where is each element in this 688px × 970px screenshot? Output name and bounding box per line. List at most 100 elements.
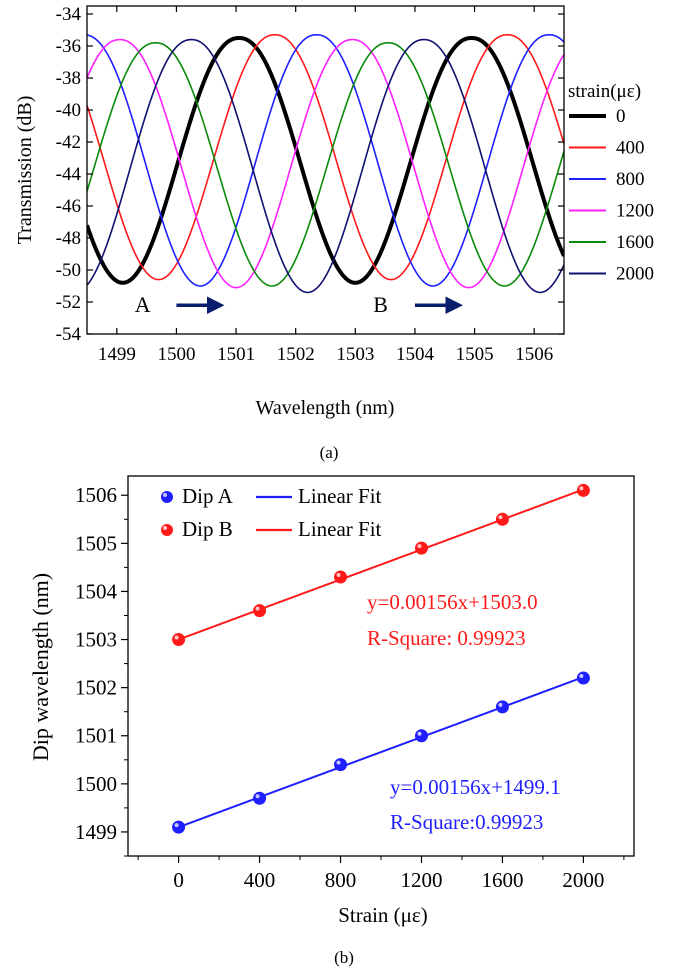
panel-a-curves bbox=[87, 34, 564, 294]
panel-b-axes: 0 400 800 1200 1600 2000 1499 1500 1501 1502 1503 1… bbox=[75, 483, 625, 892]
data-point-highlight bbox=[498, 702, 503, 707]
y-tick-label: 1502 bbox=[75, 676, 117, 700]
panel-b-rsquare-a: R-Square:0.99923 bbox=[390, 810, 543, 834]
annotation-label: B bbox=[373, 292, 388, 317]
x-tick-label: 1502 bbox=[277, 344, 315, 365]
data-point-highlight bbox=[336, 573, 341, 578]
y-tick-label: 1500 bbox=[75, 772, 117, 796]
legend-marker-highlight bbox=[163, 526, 167, 530]
y-tick-label: 1506 bbox=[75, 483, 117, 507]
panel-b-equation-a: y=0.00156x+1499.1 bbox=[390, 775, 561, 799]
y-tick-label: -34 bbox=[56, 4, 82, 25]
y-tick-label: -36 bbox=[56, 36, 81, 57]
data-point-highlight bbox=[417, 731, 422, 736]
data-point-highlight bbox=[579, 486, 584, 491]
legend-marker-dip-b bbox=[161, 524, 173, 536]
data-point-dip-b bbox=[253, 604, 267, 618]
data-point-highlight bbox=[417, 544, 422, 549]
y-tick-label: 1505 bbox=[75, 531, 117, 555]
legend-label-dip-b: Dip B bbox=[182, 517, 233, 541]
y-tick-label: -40 bbox=[56, 100, 81, 121]
x-tick-label: 1499 bbox=[98, 344, 136, 365]
x-tick-label: 1505 bbox=[456, 344, 494, 365]
panel-b-rsquare-b: R-Square: 0.99923 bbox=[367, 626, 526, 650]
panel-a-caption: (a) bbox=[320, 443, 339, 462]
y-tick-label: -52 bbox=[56, 292, 81, 313]
y-tick-label: -38 bbox=[56, 68, 81, 89]
data-point-dip-b bbox=[172, 633, 186, 647]
panel-b-points bbox=[172, 483, 590, 834]
data-point-highlight bbox=[255, 606, 260, 611]
legend-label-1600: 1600 bbox=[616, 232, 654, 253]
legend-marker-highlight bbox=[163, 493, 167, 497]
panel-a-xlabel: Wavelength (nm) bbox=[256, 397, 395, 419]
panel-b-equation-b: y=0.00156x+1503.0 bbox=[367, 590, 538, 614]
legend-fit-label: Linear Fit bbox=[298, 484, 382, 508]
data-point-dip-a bbox=[172, 820, 186, 834]
x-tick-label: 800 bbox=[325, 868, 357, 892]
series-2000-line bbox=[87, 38, 564, 294]
x-tick-label: 1600 bbox=[481, 868, 523, 892]
panel-b-xlabel: Strain (με) bbox=[338, 903, 427, 927]
series-1600-line bbox=[87, 42, 564, 287]
data-point-dip-a bbox=[414, 729, 428, 743]
data-point-highlight bbox=[174, 823, 179, 828]
data-point-highlight bbox=[498, 515, 503, 520]
x-tick-label: 1503 bbox=[336, 344, 374, 365]
y-tick-label: -50 bbox=[56, 260, 81, 281]
y-tick-label: 1503 bbox=[75, 628, 117, 652]
y-tick-label: -46 bbox=[56, 196, 81, 217]
panel-b-legend: Dip A Linear Fit Dip B Linear Fit bbox=[161, 484, 382, 541]
annotation-label: A bbox=[135, 292, 151, 317]
y-tick-label: 1501 bbox=[75, 724, 117, 748]
y-tick-label: -48 bbox=[56, 228, 81, 249]
panel-a-legend-title: strain(με) bbox=[568, 81, 641, 102]
panel-b-caption: (b) bbox=[334, 948, 354, 967]
data-point-dip-a bbox=[334, 758, 348, 772]
legend-label-1200: 1200 bbox=[616, 201, 654, 222]
data-point-dip-b bbox=[576, 483, 590, 497]
x-tick-label: 1501 bbox=[217, 344, 255, 365]
legend-label-800: 800 bbox=[616, 169, 645, 190]
x-tick-label: 1506 bbox=[515, 344, 553, 365]
series-0-line bbox=[87, 36, 564, 285]
y-tick-label: -44 bbox=[56, 164, 82, 185]
legend-fit-label: Linear Fit bbox=[298, 517, 382, 541]
panel-b-ylabel: Dip wavelength (nm) bbox=[28, 573, 53, 761]
panel-a-legend: strain(με) 0 400 800 1200 1600 2000 bbox=[568, 81, 654, 285]
panel-a-ylabel: Transmission (dB) bbox=[14, 96, 36, 245]
x-tick-label: 0 bbox=[173, 868, 184, 892]
series-400-line bbox=[87, 34, 564, 281]
x-tick-label: 1504 bbox=[396, 344, 435, 365]
legend-label-dip-a: Dip A bbox=[182, 484, 234, 508]
data-point-highlight bbox=[579, 674, 584, 679]
data-point-dip-b bbox=[334, 570, 348, 584]
data-point-highlight bbox=[174, 635, 179, 640]
panel-b-chart: 0 400 800 1200 1600 2000 1499 1500 1501 1502 1503 1… bbox=[28, 475, 635, 967]
data-point-dip-b bbox=[495, 512, 509, 526]
x-tick-label: 400 bbox=[244, 868, 276, 892]
data-point-dip-a bbox=[253, 791, 267, 805]
y-tick-label: 1499 bbox=[75, 820, 117, 844]
data-point-dip-b bbox=[414, 541, 428, 555]
panel-a-axes: 1499 1500 1501 1502 1503 1504 1505 1506 -54 -52 -5… bbox=[56, 4, 564, 365]
y-tick-label: -42 bbox=[56, 132, 81, 153]
y-tick-label: 1504 bbox=[75, 579, 118, 603]
data-point-dip-a bbox=[495, 700, 509, 714]
legend-label-400: 400 bbox=[616, 138, 645, 159]
x-tick-label: 2000 bbox=[562, 868, 604, 892]
panel-a-chart: 1499 1500 1501 1502 1503 1504 1505 1506 -54 -52 -5… bbox=[14, 4, 654, 462]
panel-b-fit-lines bbox=[178, 488, 584, 829]
y-tick-label: -54 bbox=[56, 324, 82, 345]
legend-label-2000: 2000 bbox=[616, 264, 654, 285]
x-tick-label: 1500 bbox=[157, 344, 195, 365]
fit-line-dip-b bbox=[178, 488, 584, 641]
x-tick-label: 1200 bbox=[400, 868, 442, 892]
panel-a-plot-frame bbox=[86, 5, 565, 335]
legend-marker-dip-a bbox=[161, 491, 173, 503]
data-point-highlight bbox=[336, 760, 341, 765]
data-point-dip-a bbox=[576, 671, 590, 685]
series-1200-line bbox=[87, 38, 564, 289]
